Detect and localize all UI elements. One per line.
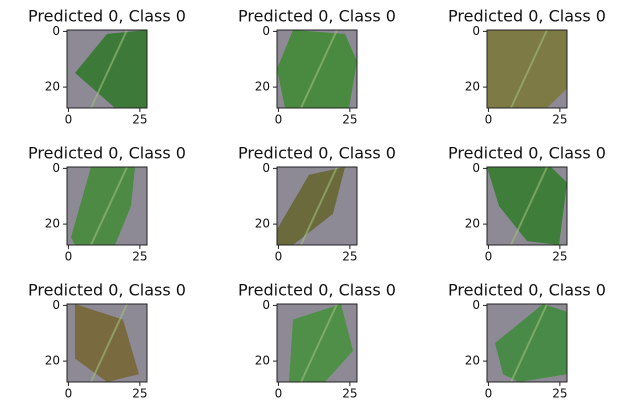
subplot-title: Predicted 0, Class 0 bbox=[448, 7, 606, 26]
y-tick-label: 20 bbox=[255, 80, 270, 94]
subplot-title: Predicted 0, Class 0 bbox=[448, 144, 606, 163]
y-tick-label: 20 bbox=[465, 217, 480, 231]
x-tick-label: 0 bbox=[275, 250, 283, 264]
y-tick-label: 0 bbox=[52, 24, 60, 38]
page: Predicted 0, Class 0025020Predicted 0, C… bbox=[0, 0, 620, 407]
subplot-title: Predicted 0, Class 0 bbox=[448, 281, 606, 300]
y-tick-label: 0 bbox=[472, 298, 480, 312]
x-tick-label: 0 bbox=[275, 113, 283, 127]
x-tick-label: 0 bbox=[485, 250, 493, 264]
y-tick-label: 0 bbox=[262, 298, 270, 312]
y-tick-label: 0 bbox=[262, 24, 270, 38]
x-tick-label: 25 bbox=[342, 250, 357, 264]
subplot-title: Predicted 0, Class 0 bbox=[238, 7, 396, 26]
x-tick-label: 0 bbox=[275, 387, 283, 401]
y-tick-label: 0 bbox=[262, 161, 270, 175]
subplot-title: Predicted 0, Class 0 bbox=[28, 281, 186, 300]
subplot-title: Predicted 0, Class 0 bbox=[238, 144, 396, 163]
x-tick-label: 25 bbox=[342, 113, 357, 127]
x-tick-label: 25 bbox=[552, 113, 567, 127]
y-tick-label: 0 bbox=[52, 161, 60, 175]
x-tick-label: 25 bbox=[552, 387, 567, 401]
figure: Predicted 0, Class 0025020Predicted 0, C… bbox=[0, 0, 620, 407]
y-tick-label: 20 bbox=[45, 217, 60, 231]
x-tick-label: 0 bbox=[65, 250, 73, 264]
x-tick-label: 0 bbox=[65, 387, 73, 401]
x-tick-label: 25 bbox=[342, 387, 357, 401]
y-tick-label: 20 bbox=[255, 354, 270, 368]
subplot-title: Predicted 0, Class 0 bbox=[28, 144, 186, 163]
x-tick-label: 0 bbox=[485, 387, 493, 401]
y-tick-label: 20 bbox=[255, 217, 270, 231]
subplot-title: Predicted 0, Class 0 bbox=[28, 7, 186, 26]
x-tick-label: 0 bbox=[485, 113, 493, 127]
y-tick-label: 20 bbox=[45, 354, 60, 368]
x-tick-label: 25 bbox=[132, 387, 147, 401]
y-tick-label: 20 bbox=[465, 80, 480, 94]
x-tick-label: 25 bbox=[132, 113, 147, 127]
subplot-title: Predicted 0, Class 0 bbox=[238, 281, 396, 300]
y-tick-label: 20 bbox=[465, 354, 480, 368]
x-tick-label: 25 bbox=[552, 250, 567, 264]
leaf-image bbox=[487, 30, 567, 108]
x-tick-label: 0 bbox=[65, 113, 73, 127]
x-tick-label: 25 bbox=[132, 250, 147, 264]
y-tick-label: 20 bbox=[45, 80, 60, 94]
y-tick-label: 0 bbox=[472, 161, 480, 175]
y-tick-label: 0 bbox=[472, 24, 480, 38]
y-tick-label: 0 bbox=[52, 298, 60, 312]
leaf-image bbox=[277, 30, 357, 108]
